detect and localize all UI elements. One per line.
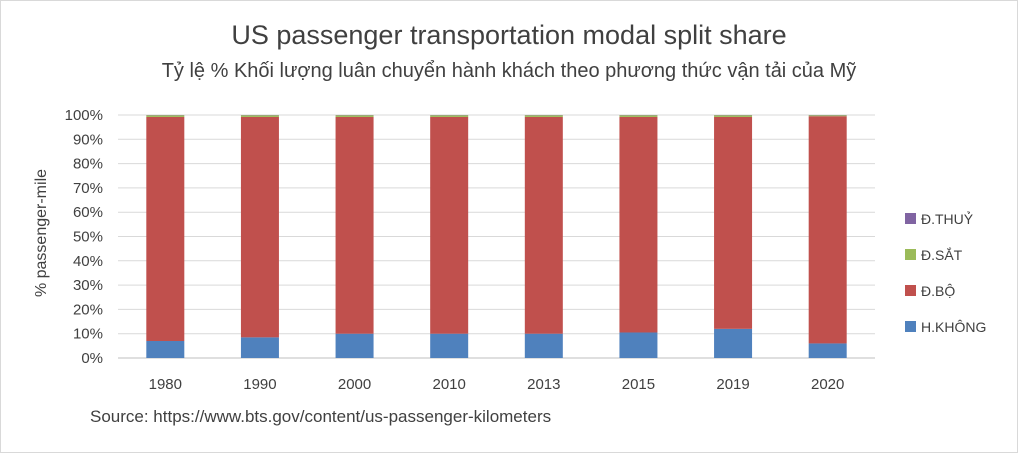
legend-swatch	[905, 321, 916, 332]
y-tick-label: 80%	[73, 156, 103, 173]
bar-segment	[808, 115, 847, 117]
bar-segment	[524, 116, 563, 334]
bar-segment	[714, 116, 753, 329]
y-tick-labels: 0% 10% 20% 30% 40% 50% 60% 70% 80% 90% 100%	[65, 107, 103, 367]
legend-swatch	[905, 249, 916, 260]
bar-segment	[430, 333, 469, 358]
chart-subtitle: Tỷ lệ % Khối lượng luân chuyển hành khác…	[161, 60, 857, 82]
legend: Đ.THUỶ Đ.SẮT Đ.BỘ H.KHÔNG	[905, 211, 986, 335]
bar-segment	[430, 116, 469, 334]
legend-swatch	[905, 213, 916, 224]
legend-label: Đ.SẮT	[921, 246, 963, 263]
bar-segment	[808, 343, 847, 358]
bars	[146, 115, 847, 358]
x-tick-label: 2015	[622, 376, 655, 393]
bar-segment	[714, 328, 753, 358]
y-tick-label: 0%	[81, 350, 103, 367]
y-tick-label: 100%	[65, 107, 103, 124]
y-tick-label: 10%	[73, 326, 103, 343]
bar-segment	[240, 116, 279, 338]
x-tick-label: 2013	[527, 376, 560, 393]
x-tick-label: 2020	[811, 376, 844, 393]
legend-label: Đ.BỘ	[921, 283, 955, 299]
legend-swatch	[905, 285, 916, 296]
x-tick-label: 1980	[149, 376, 182, 393]
x-tick-label: 1990	[243, 376, 276, 393]
bar-segment	[619, 115, 658, 117]
bar-segment	[146, 116, 185, 341]
y-tick-label: 70%	[73, 180, 103, 197]
legend-label: H.KHÔNG	[921, 319, 986, 335]
y-tick-label: 20%	[73, 301, 103, 318]
bar-segment	[430, 115, 469, 117]
gridlines	[118, 114, 875, 359]
y-axis-label: % passenger-mile	[33, 169, 50, 297]
x-tick-labels: 1980 1990 2000 2010 2013 2015 2019 2020	[149, 376, 845, 393]
bar-segment	[146, 340, 185, 358]
bar-segment	[146, 115, 185, 117]
bar-segment	[808, 116, 847, 344]
legend-label: Đ.THUỶ	[921, 211, 974, 227]
bar-segment	[524, 115, 563, 117]
bar-segment	[524, 333, 563, 358]
chart-title: US passenger transportation modal split …	[231, 20, 787, 50]
bar-segment	[335, 116, 374, 334]
x-tick-label: 2010	[433, 376, 466, 393]
bar-segment	[240, 115, 279, 117]
bar-segment	[714, 115, 753, 117]
bar-segment	[335, 115, 374, 117]
bar-segment	[619, 332, 658, 358]
bar-segment	[335, 333, 374, 358]
y-tick-label: 40%	[73, 253, 103, 270]
bar-segment	[619, 116, 658, 333]
y-tick-label: 60%	[73, 204, 103, 221]
x-tick-label: 2019	[716, 376, 749, 393]
y-tick-label: 50%	[73, 229, 103, 246]
y-tick-label: 90%	[73, 131, 103, 148]
x-tick-label: 2000	[338, 376, 371, 393]
y-tick-label: 30%	[73, 277, 103, 294]
source-note: Source: https://www.bts.gov/content/us-p…	[90, 407, 552, 426]
bar-segment	[240, 337, 279, 358]
